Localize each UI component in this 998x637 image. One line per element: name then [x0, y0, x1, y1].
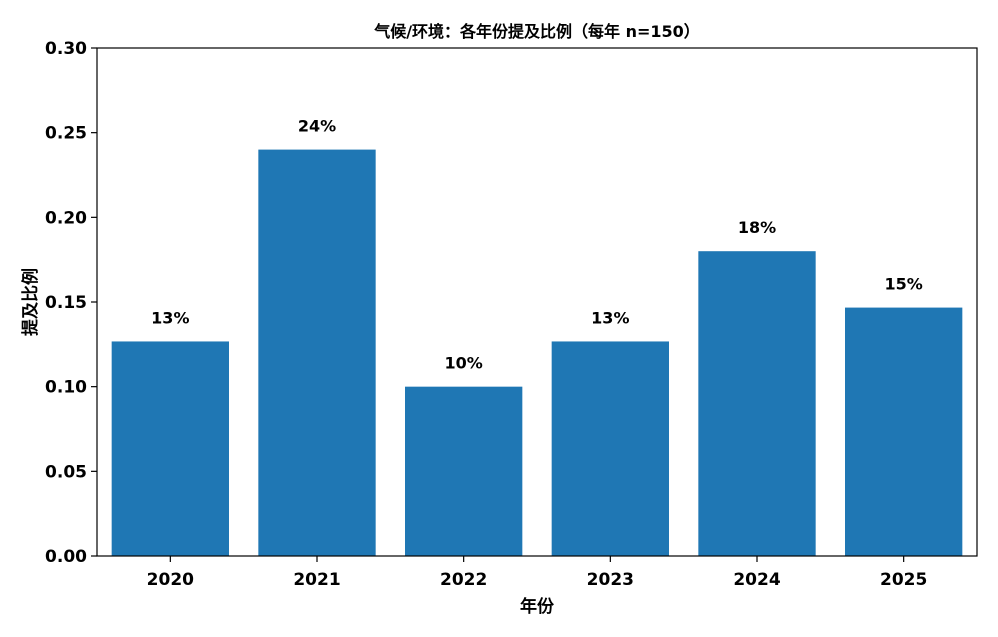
y-tick-label: 0.20	[45, 208, 87, 228]
bar	[551, 341, 669, 556]
y-tick-label: 0.05	[45, 462, 87, 482]
x-tick-label: 2022	[440, 570, 487, 590]
data-label: 15%	[885, 275, 923, 294]
y-tick-label: 0.15	[45, 293, 87, 313]
bar	[111, 341, 229, 556]
data-label: 13%	[591, 308, 629, 327]
plot-frame	[96, 47, 978, 557]
x-tick-label: 2025	[880, 570, 927, 590]
y-tick-label: 0.00	[45, 547, 87, 567]
bar	[258, 149, 376, 556]
y-tick-label: 0.30	[45, 39, 87, 59]
data-label: 13%	[151, 308, 189, 327]
x-tick-label: 2023	[587, 570, 634, 590]
y-tick-label: 0.25	[45, 124, 87, 144]
y-axis-label: 提及比例	[20, 268, 41, 336]
x-tick-label: 2024	[733, 570, 780, 590]
y-tick-label: 0.10	[45, 378, 87, 398]
data-label: 24%	[298, 117, 336, 136]
chart-title: 气候/环境：各年份提及比例（每年 n=150）	[373, 22, 700, 41]
x-tick-label: 2020	[147, 570, 194, 590]
x-tick-label: 2021	[293, 570, 340, 590]
data-label: 10%	[445, 354, 483, 373]
bar	[405, 386, 523, 556]
data-label: 18%	[738, 218, 776, 237]
x-axis-label: 年份	[520, 596, 555, 617]
plot-area: 13% 2020 24% 2021 10% 2022 13% 2023 18% 2024 15% 20…	[45, 39, 978, 590]
bar	[845, 307, 963, 556]
bar	[698, 251, 816, 556]
